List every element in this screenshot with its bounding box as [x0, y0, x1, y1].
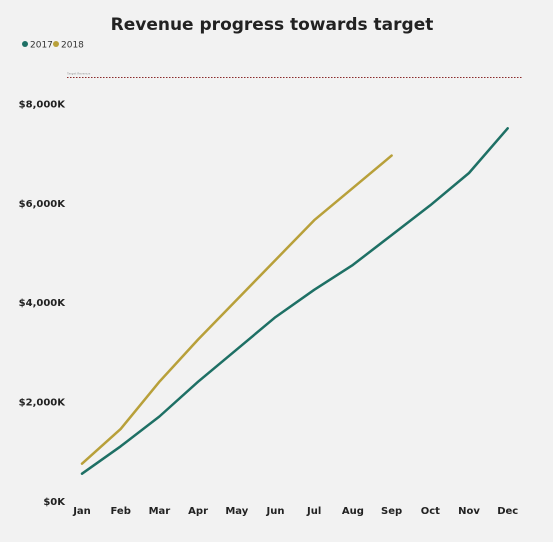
x-axis: Jan Feb Mar Apr May Jun Jul Aug Sep Oct Nov Dec: [72, 506, 518, 517]
x-tick-label: Jul: [306, 506, 321, 517]
x-tick-label: Oct: [421, 506, 440, 517]
legend-marker-2018: [53, 41, 59, 47]
plot-area: [80, 127, 509, 475]
x-tick-label: Jun: [266, 506, 285, 517]
chart-title: Revenue progress towards target: [111, 15, 434, 35]
y-tick-label: $6,000K: [19, 199, 67, 210]
target-line-group: Target Revenue: [66, 72, 522, 78]
x-tick-label: Dec: [497, 506, 518, 517]
legend-label-2017: 2017: [30, 41, 53, 51]
y-axis: $0K $2,000K $4,000K $6,000K $8,000K: [19, 99, 67, 508]
legend-marker-2017: [22, 41, 28, 47]
x-tick-label: Sep: [381, 506, 402, 517]
series-line-2018: [80, 154, 393, 465]
x-tick-label: Feb: [111, 506, 131, 517]
legend: 2017 2018: [22, 41, 84, 51]
x-tick-label: Nov: [458, 506, 480, 517]
x-tick-label: May: [225, 506, 248, 517]
x-tick-label: Mar: [149, 506, 171, 517]
legend-label-2018: 2018: [61, 41, 84, 51]
y-tick-label: $0K: [43, 497, 66, 508]
series-line-2017: [80, 127, 509, 475]
x-tick-label: Aug: [342, 506, 364, 517]
target-label: Target Revenue: [66, 72, 90, 76]
y-tick-label: $4,000K: [19, 298, 67, 309]
x-tick-label: Apr: [188, 506, 208, 517]
x-tick-label: Jan: [72, 506, 91, 517]
y-tick-label: $2,000K: [19, 398, 67, 409]
y-tick-label: $8,000K: [19, 99, 67, 110]
